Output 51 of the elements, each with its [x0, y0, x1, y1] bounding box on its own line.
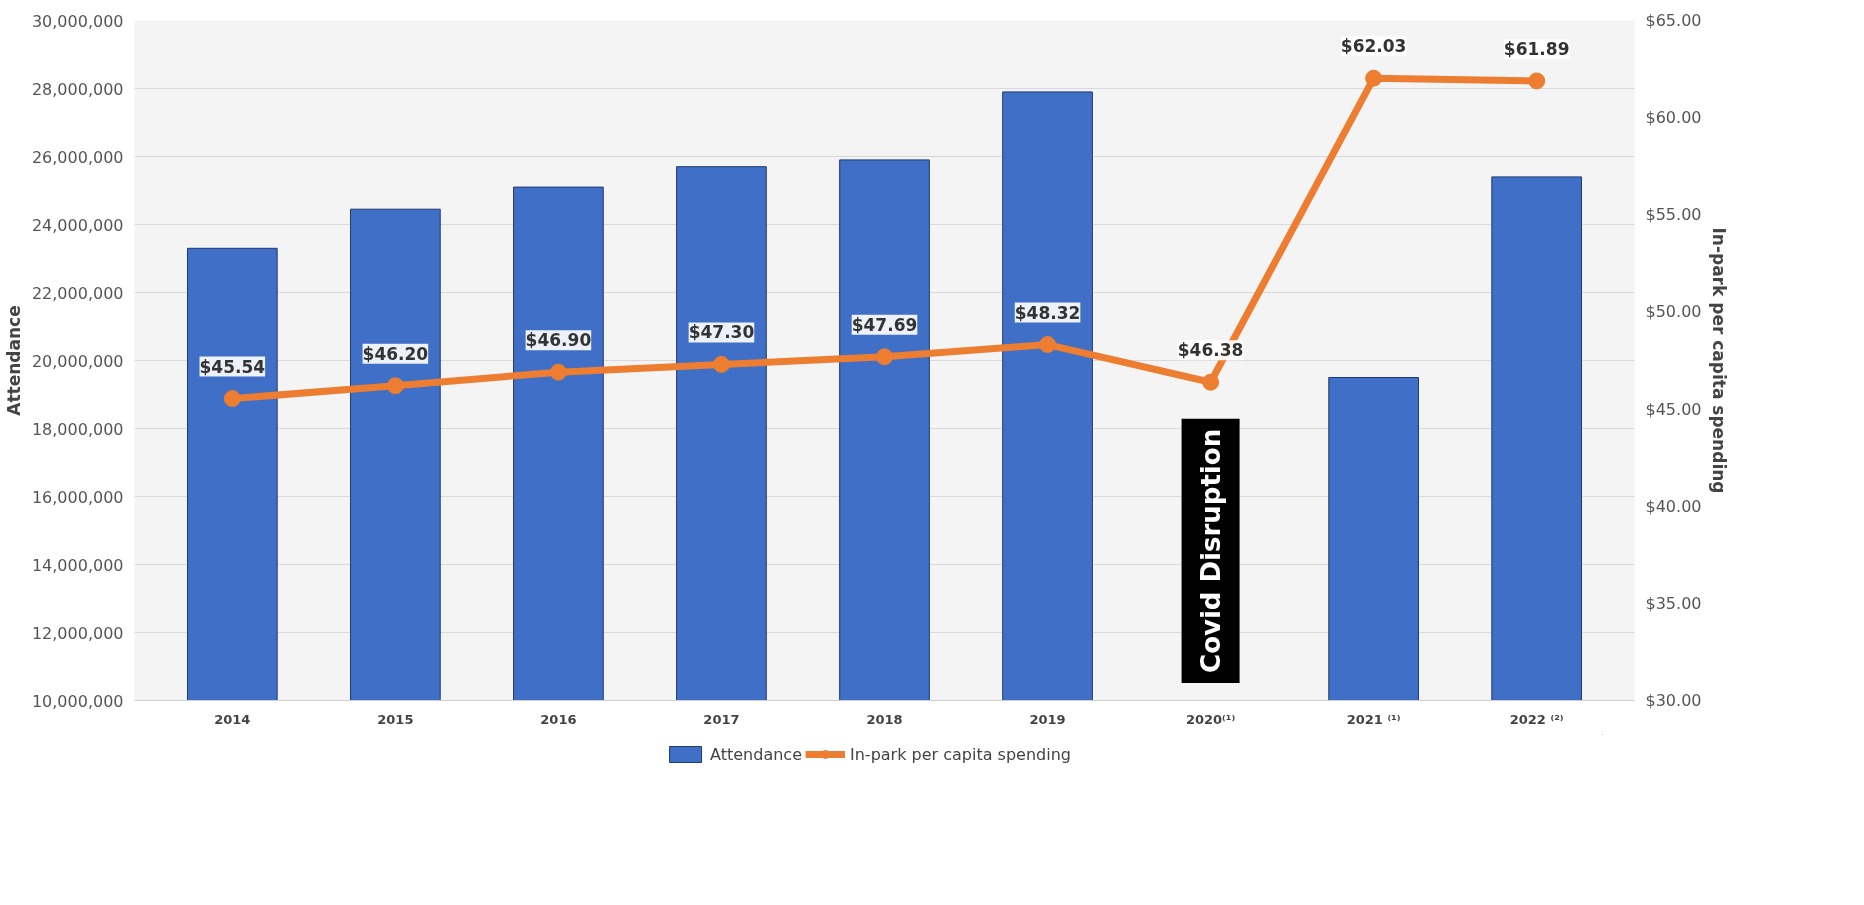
- y-tick-label: 24,000,000: [31, 215, 124, 235]
- y-tick-label: 16,000,000: [31, 487, 124, 507]
- point: [549, 363, 567, 381]
- y-tick-label: 12,000,000: [31, 623, 124, 643]
- y2-tick-label: $50.00: [1645, 302, 1702, 322]
- data-label: $47.30: [688, 322, 755, 343]
- x-tick-label: 2022 ⁽²⁾: [1509, 711, 1564, 727]
- x-tick-label: 2017: [703, 711, 740, 727]
- data-label: $46.90: [525, 330, 592, 351]
- y-tick-label: 10,000,000: [31, 691, 124, 711]
- data-label: $61.89: [1503, 38, 1570, 59]
- x-tick-label: 2018: [866, 711, 903, 727]
- legend-label: Attendance: [710, 744, 802, 764]
- y-tick-label: 14,000,000: [31, 555, 124, 575]
- point: [876, 348, 893, 366]
- data-label: $46.20: [362, 343, 429, 364]
- x-tick-label: 2016: [540, 711, 577, 727]
- point: [712, 355, 730, 373]
- y2-tick-label: $40.00: [1645, 496, 1702, 516]
- y-tick-label: 18,000,000: [31, 419, 124, 439]
- legend-label: In-park per capita spending: [850, 744, 1071, 764]
- point: [1202, 373, 1220, 391]
- x-tick-label: 2019: [1029, 711, 1066, 727]
- y-tick-label: 20,000,000: [31, 351, 124, 371]
- x-tick-label: 2015: [377, 711, 414, 727]
- point: [1365, 69, 1383, 87]
- data-label: $46.38: [1177, 340, 1244, 361]
- data-label: $47.69: [851, 314, 918, 335]
- data-label: $62.03: [1340, 36, 1407, 57]
- point: [386, 377, 404, 395]
- point: [223, 390, 241, 408]
- y-tick-label: 28,000,000: [31, 79, 124, 99]
- y2-tick-label: $30.00: [1645, 691, 1702, 710]
- y2-tick-label: $45.00: [1645, 399, 1702, 419]
- data-label: $48.32: [1014, 302, 1081, 323]
- y-tick-label: 26,000,000: [31, 147, 124, 167]
- y2-tick-label: $60.00: [1645, 108, 1702, 128]
- x-tick-label: 2021 ⁽¹⁾: [1346, 711, 1401, 727]
- x-tick-label: 2014: [214, 711, 251, 727]
- y2-tick-label: $55.00: [1645, 205, 1702, 225]
- annotation: Covid Disruption: [1195, 428, 1226, 673]
- y-tick-label: 30,000,000: [31, 11, 124, 31]
- data-label: $45.54: [199, 356, 266, 377]
- y2-tick-label: $65.00: [1645, 11, 1702, 30]
- point: [1528, 72, 1546, 90]
- y2-tick-label: $35.00: [1645, 593, 1702, 613]
- y2-axis-title: In-park per capita spending: [1709, 227, 1730, 494]
- x-tick-label: 2020⁽¹⁾: [1185, 711, 1236, 727]
- y-axis-title: Attendance: [3, 305, 24, 416]
- point: [1039, 336, 1057, 354]
- y-tick-label: 22,000,000: [31, 283, 124, 303]
